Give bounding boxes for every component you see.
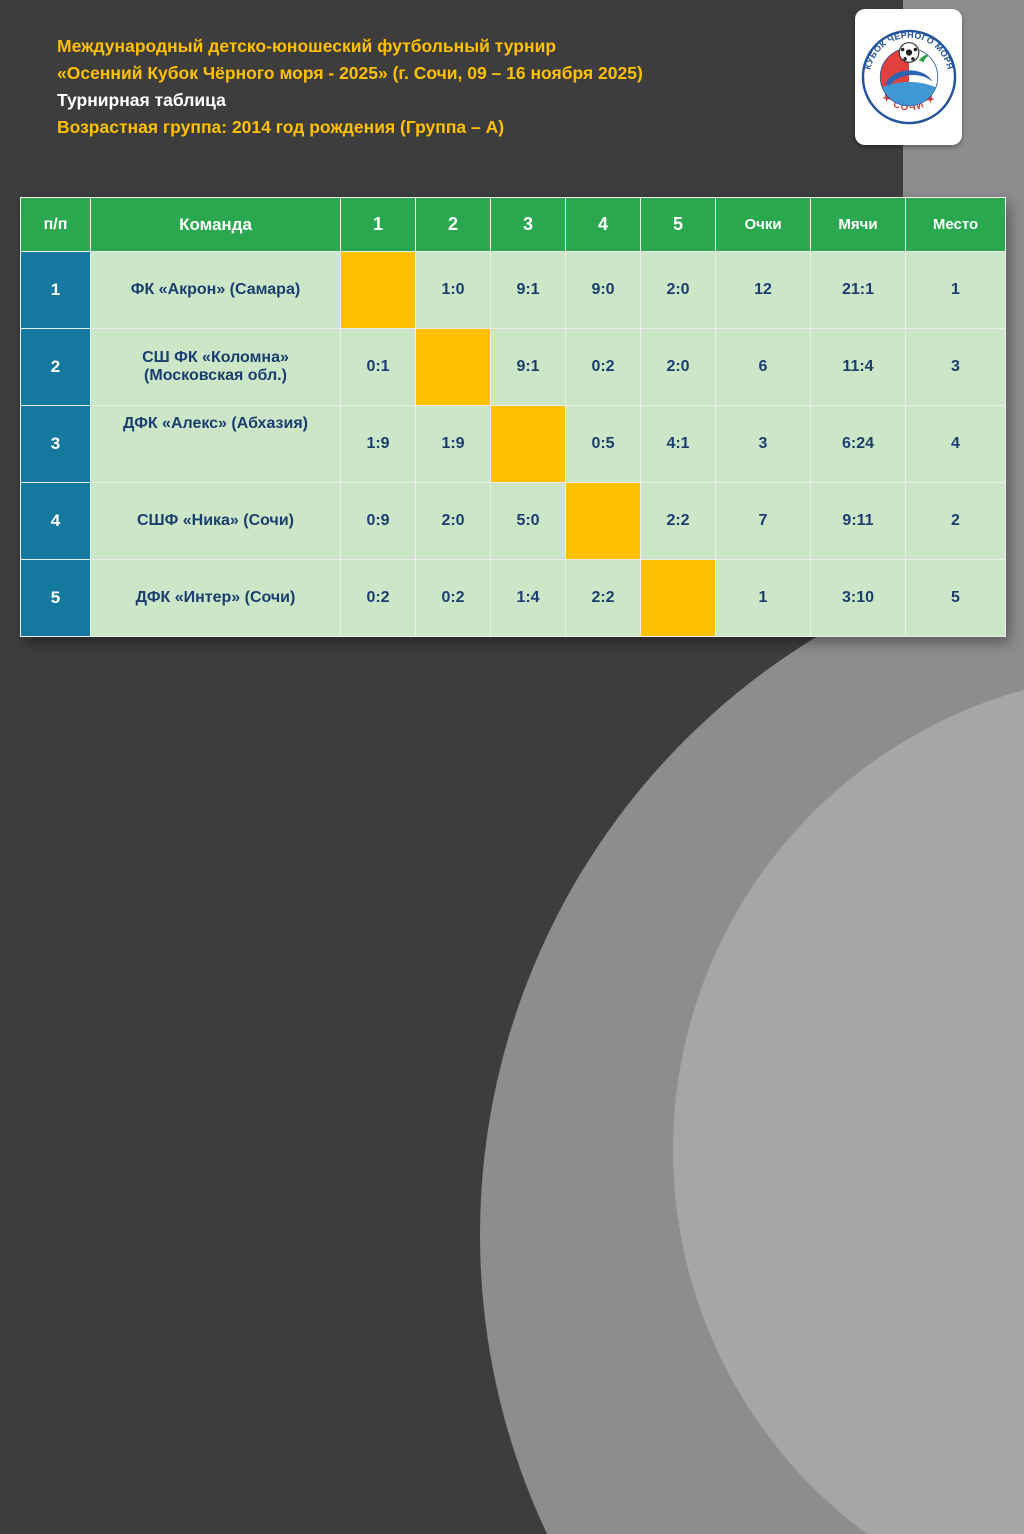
score-cell: 0:1 <box>340 328 416 406</box>
col-header-goals: Мячи <box>810 197 906 252</box>
team-name: ДФК «Интер» (Сочи) <box>90 559 341 637</box>
goals-cell: 11:4 <box>810 328 906 406</box>
place-cell: 1 <box>905 251 1006 329</box>
row-number: 4 <box>20 482 91 560</box>
score-cell: 9:1 <box>490 251 566 329</box>
table-header-row: п/п Команда 1 2 3 4 5 Очки Мячи Место <box>20 197 1006 252</box>
score-cell: 2:0 <box>640 328 716 406</box>
table-row: 4 СШФ «Ника» (Сочи) 0:9 2:0 5:0 2:2 7 9:… <box>20 482 1006 560</box>
score-cell: 0:9 <box>340 482 416 560</box>
goals-cell: 6:24 <box>810 405 906 483</box>
diagonal-cell <box>565 482 641 560</box>
col-header-3: 3 <box>490 197 566 252</box>
tournament-logo: КУБОК ЧЕРНОГО МОРЯ ★ СОЧИ ★ <box>855 9 962 145</box>
score-cell: 0:5 <box>565 405 641 483</box>
table-row: 3 ДФК «Алекс» (Абхазия) 1:9 1:9 0:5 4:1 … <box>20 405 1006 483</box>
col-header-5: 5 <box>640 197 716 252</box>
diagonal-cell <box>415 328 491 406</box>
place-cell: 5 <box>905 559 1006 637</box>
col-header-1: 1 <box>340 197 416 252</box>
title-line-1: Международный детско-юношеский футбольны… <box>57 36 557 56</box>
team-name: СШФ «Ника» (Сочи) <box>90 482 341 560</box>
score-cell: 1:4 <box>490 559 566 637</box>
score-cell: 1:9 <box>340 405 416 483</box>
team-name: СШ ФК «Коломна» (Московская обл.) <box>90 328 341 406</box>
table-row: 5 ДФК «Интер» (Сочи) 0:2 0:2 1:4 2:2 1 3… <box>20 559 1006 637</box>
place-cell: 4 <box>905 405 1006 483</box>
score-cell: 2:2 <box>640 482 716 560</box>
col-header-4: 4 <box>565 197 641 252</box>
slide-title: Международный детско-юношеский футбольны… <box>57 33 847 141</box>
table-row: 2 СШ ФК «Коломна» (Московская обл.) 0:1 … <box>20 328 1006 406</box>
col-header-2: 2 <box>415 197 491 252</box>
table-row: 1 ФК «Акрон» (Самара) 1:0 9:1 9:0 2:0 12… <box>20 251 1006 329</box>
tournament-logo-emblem: КУБОК ЧЕРНОГО МОРЯ ★ СОЧИ ★ <box>861 30 956 125</box>
row-number: 2 <box>20 328 91 406</box>
score-cell: 1:9 <box>415 405 491 483</box>
points-cell: 7 <box>715 482 811 560</box>
palm-icon <box>918 54 933 63</box>
score-cell: 2:2 <box>565 559 641 637</box>
score-cell: 5:0 <box>490 482 566 560</box>
goals-cell: 9:11 <box>810 482 906 560</box>
row-number: 1 <box>20 251 91 329</box>
points-cell: 3 <box>715 405 811 483</box>
points-cell: 6 <box>715 328 811 406</box>
score-cell: 0:2 <box>565 328 641 406</box>
row-number: 5 <box>20 559 91 637</box>
goals-cell: 21:1 <box>810 251 906 329</box>
score-cell: 2:0 <box>640 251 716 329</box>
score-cell: 9:1 <box>490 328 566 406</box>
goals-cell: 3:10 <box>810 559 906 637</box>
points-cell: 12 <box>715 251 811 329</box>
dolphin-icon <box>884 70 933 86</box>
col-header-points: Очки <box>715 197 811 252</box>
slide-canvas: { "title": { "line1": "Международный дет… <box>20 0 1024 1534</box>
diagonal-cell <box>640 559 716 637</box>
score-cell: 1:0 <box>415 251 491 329</box>
score-cell: 0:2 <box>415 559 491 637</box>
score-cell: 2:0 <box>415 482 491 560</box>
score-cell: 4:1 <box>640 405 716 483</box>
diagonal-cell <box>340 251 416 329</box>
team-name: ФК «Акрон» (Самара) <box>90 251 341 329</box>
place-cell: 3 <box>905 328 1006 406</box>
score-cell: 9:0 <box>565 251 641 329</box>
diagonal-cell <box>490 405 566 483</box>
title-line-4: Возрастная группа: 2014 год рождения (Гр… <box>57 117 505 137</box>
title-line-3: Турнирная таблица <box>57 90 226 110</box>
col-header-pp: п/п <box>20 197 91 252</box>
title-line-2: «Осенний Кубок Чёрного моря - 2025» (г. … <box>57 63 643 83</box>
place-cell: 2 <box>905 482 1006 560</box>
col-header-team: Команда <box>90 197 341 252</box>
soccer-ball-icon <box>898 42 919 63</box>
col-header-place: Место <box>905 197 1006 252</box>
standings-table: п/п Команда 1 2 3 4 5 Очки Мячи Место 1 … <box>20 197 1006 637</box>
points-cell: 1 <box>715 559 811 637</box>
score-cell: 0:2 <box>340 559 416 637</box>
row-number: 3 <box>20 405 91 483</box>
sea-wave-icon <box>880 81 937 106</box>
team-name: ДФК «Алекс» (Абхазия) <box>90 405 341 483</box>
